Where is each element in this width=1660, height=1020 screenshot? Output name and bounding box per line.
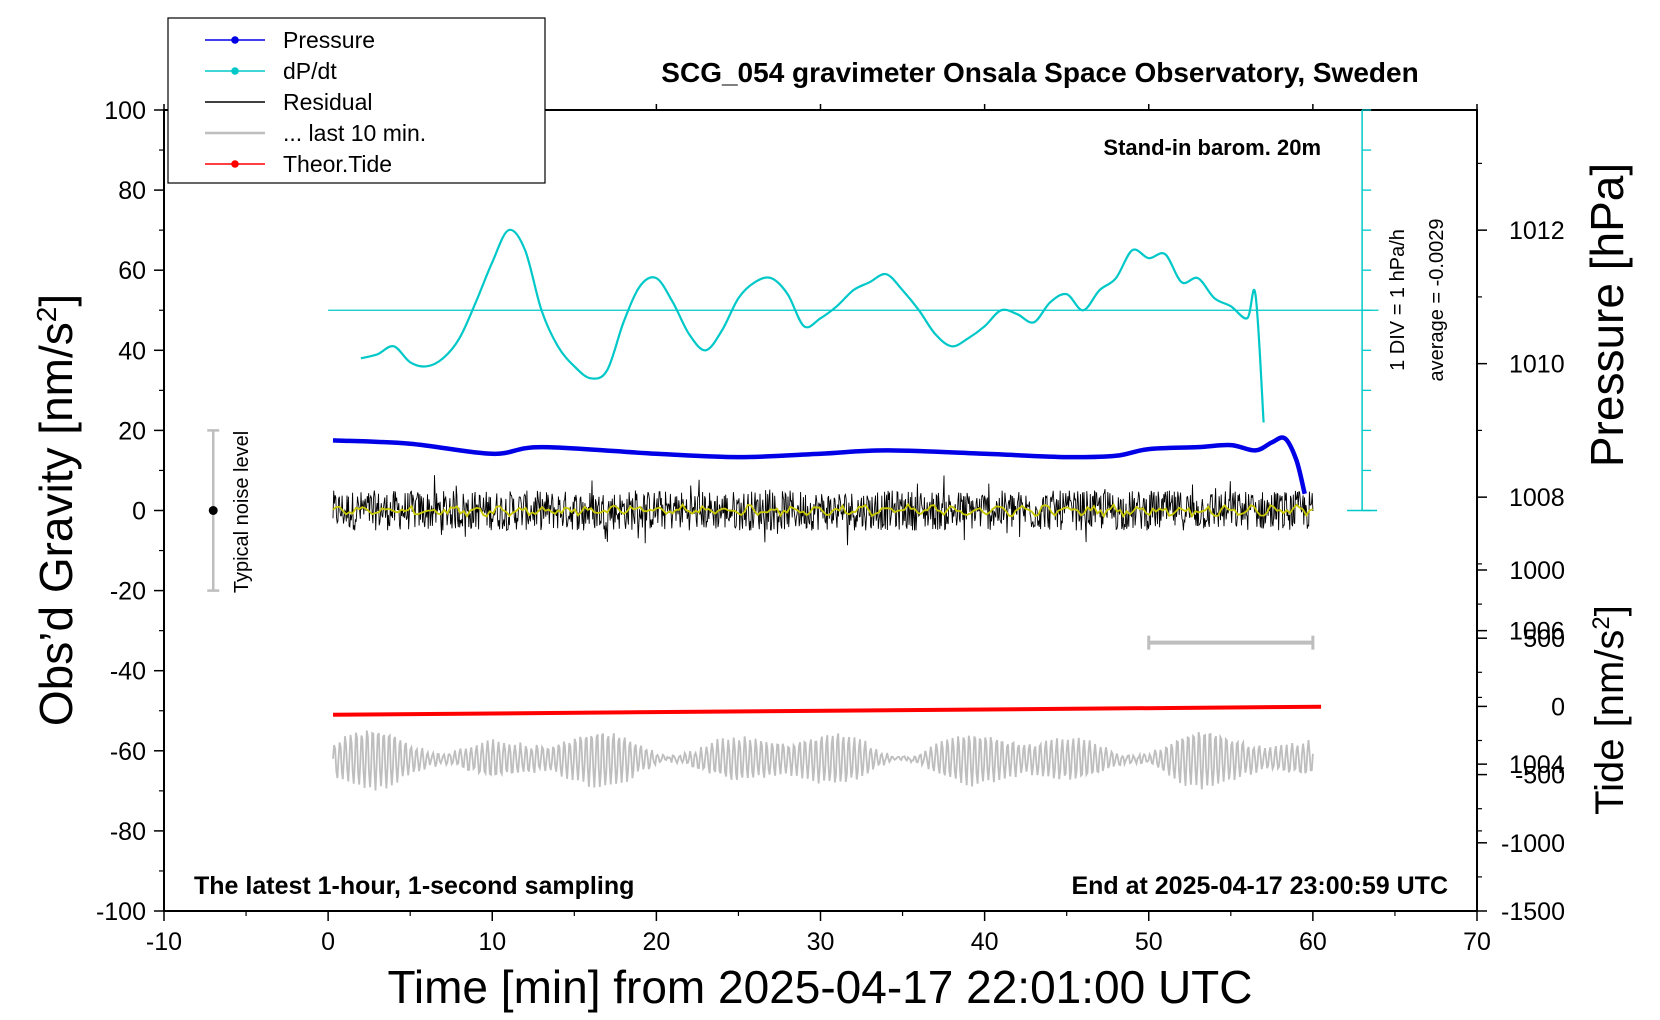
pressure-tick-label: 1012	[1509, 217, 1565, 245]
chart-title: SCG_054 gravimeter Onsala Space Observat…	[661, 57, 1418, 88]
y-axis-title-end: ]	[30, 294, 82, 307]
x-tick-label: 70	[1463, 928, 1491, 956]
noise-bar-center	[208, 506, 218, 515]
tide-axis-title-end: ]	[1588, 605, 1632, 616]
scale-div-label: 1 DIV = 1 hPa/h	[1387, 229, 1409, 371]
average-label: average = -0.0029	[1426, 219, 1448, 382]
x-tick-label: 40	[971, 928, 999, 956]
tide-line	[333, 704, 1322, 717]
y-tick-label: -60	[110, 738, 146, 766]
legend-label: Pressure	[283, 27, 375, 53]
y-tick-label: 100	[104, 97, 146, 125]
legend-box	[167, 17, 546, 184]
sampling-note: The latest 1-hour, 1-second sampling	[194, 872, 634, 900]
x-tick-label: 0	[321, 928, 335, 956]
tide-tick-label: -1500	[1501, 898, 1565, 926]
pressure-tick-label: 1004	[1509, 751, 1565, 779]
axes-group: -10 0 10 20 30 40 50 60 70100806040200-20-40-60-…	[96, 97, 1565, 956]
legend-marker	[231, 67, 239, 75]
barometer-note: Stand-in barom. 20m	[1103, 135, 1321, 160]
pressure-tick-label: 1010	[1509, 351, 1565, 379]
legend-marker	[231, 160, 239, 168]
x-tick-label: 60	[1299, 928, 1327, 956]
legend-marker	[231, 36, 239, 44]
tide-axis-title-sup: 2	[1588, 616, 1615, 629]
y-axis-title-sup: 2	[31, 307, 62, 323]
pressure-tick-label: 1006	[1509, 618, 1565, 646]
legend-label: Theor.Tide	[283, 151, 392, 177]
x-axis-title: Time [min] from 2025-04-17 22:01:00 UTC	[388, 961, 1253, 1013]
y-tick-label: 0	[132, 498, 146, 526]
legend-label: Residual	[283, 89, 373, 115]
residual-line	[332, 475, 1314, 546]
pressure-tick-label: 1008	[1509, 484, 1565, 512]
pressure-line	[332, 435, 1307, 495]
y-tick-label: 20	[118, 417, 146, 445]
legend-label: dP/dt	[283, 58, 337, 84]
tide-axis-title: Tide [nm/s2]	[1588, 605, 1632, 815]
last-10-min-line	[332, 730, 1314, 791]
y-tick-label: -100	[96, 898, 146, 926]
y-tick-label: -40	[110, 658, 146, 686]
legend-label: ... last 10 min.	[283, 120, 426, 146]
tide-axis-title-main: Tide [nm/s	[1588, 630, 1632, 815]
x-tick-label: 50	[1135, 928, 1163, 956]
x-tick-label: 20	[642, 928, 670, 956]
y-tick-label: -80	[110, 818, 146, 846]
end-time-note: End at 2025-04-17 23:00:59 UTC	[1071, 872, 1448, 900]
y-tick-label: 40	[118, 337, 146, 365]
tide-tick-label: 0	[1551, 693, 1565, 721]
pressure-axis-title: Pressure [hPa]	[1581, 163, 1633, 467]
y-tick-label: -20	[110, 578, 146, 606]
y-tick-label: 60	[118, 257, 146, 285]
dpdt-line	[360, 228, 1265, 423]
noise-level-label: Typical noise level	[231, 431, 253, 593]
y-axis-title: Obs’d Gravity [nm/s2]	[30, 294, 82, 726]
tide-tick-label: -500	[1515, 762, 1565, 790]
tide-tick-label: 1000	[1509, 557, 1565, 585]
x-tick-label: -10	[146, 928, 182, 956]
y-tick-label: 80	[118, 177, 146, 205]
y-axis-title-main: Obs’d Gravity [nm/s	[30, 322, 82, 726]
tide-tick-label: -1000	[1501, 830, 1565, 858]
legend: Pressure dP/dt Residual ... last 10 min. The…	[167, 17, 546, 184]
legend-entries: Pressure dP/dt Residual ... last 10 min. The…	[205, 27, 426, 177]
x-tick-label: 10	[478, 928, 506, 956]
x-tick-label: 30	[807, 928, 835, 956]
residual-smoothed-line	[332, 502, 1314, 519]
series-layer	[207, 109, 1379, 791]
tide-tick-label: 500	[1523, 625, 1565, 653]
